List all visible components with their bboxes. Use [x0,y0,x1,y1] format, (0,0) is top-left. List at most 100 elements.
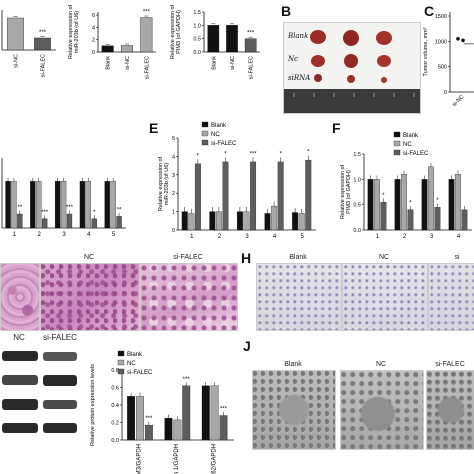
y-tick-label: 1.5 [353,152,361,158]
bar [209,211,216,231]
significance-label: *** [143,10,151,16]
significance-label: * [409,200,412,206]
y-axis-label: miR-203b (of U6) [74,11,80,53]
bar [116,216,122,229]
x-tick-label: Blank [106,56,112,70]
bar [434,207,441,231]
y-tick-label: 1500 [435,14,447,20]
x-tick-label: si-FALEC [144,56,150,79]
bar [298,213,305,231]
chart-top-left: si-NC *** si-FALEC [1,10,56,77]
bar [110,181,116,229]
bar [428,166,434,231]
x-tick-label: PIM3/GAPDH [137,444,143,474]
significance-label: * [224,151,227,157]
y-tick-label: 0 [172,228,175,234]
bar [207,25,220,53]
bar [243,211,250,231]
bar [374,179,380,231]
x-tick-label: 3 [245,234,249,240]
chart-pim3-top: 0.0 0.5 1.0 1.5 Relative expression of PIM3 (… [170,4,260,79]
x-tick-label: Blank [211,56,217,70]
legend-swatch [393,131,401,138]
significance-label: * [279,151,282,157]
histo-g-title-nc: NC [83,254,95,261]
legend-swatch [393,149,401,156]
bar [194,163,201,231]
em-nc [340,370,424,450]
bar [222,161,229,231]
histo-h-nc [342,263,428,331]
tumor-label-nc: Nc [288,55,299,63]
data-point [461,38,465,43]
histo-g-nc [40,263,140,331]
y-axis-label: miR-203b (of U6) [164,163,170,205]
bar [188,213,195,231]
x-tick-label: si-NC [230,56,236,70]
x-tick-label: 2 [38,232,42,238]
em-title-sifalec: si-FALEC [435,361,465,368]
bar [236,211,243,231]
histo-g-1 [0,263,40,331]
significance-label: *** [250,151,258,157]
panel-label-f: F [332,120,341,136]
em-blank [252,370,336,450]
significance-label: ** [17,205,22,211]
significance-label: *** [39,30,47,36]
bar [85,181,92,229]
bar [421,179,428,231]
blot-title-sifalec: si-FALEC [43,333,77,342]
bar [401,174,407,231]
y-tick-label: 0.0 [111,438,119,444]
chart-panel-i: 0.0 0.2 0.4 0.6 0.8 Relative protein expressi… [90,350,234,474]
bar [136,396,144,441]
significance-label: *** [66,205,74,211]
bar [264,213,271,231]
bar [7,17,24,51]
significance-label: ** [117,207,122,213]
legend-swatch [201,139,209,146]
x-tick-label: 4 [273,234,277,240]
bar [292,212,299,231]
bar [127,396,136,441]
bar [140,17,153,53]
significance-label: * [382,193,385,199]
bar [36,181,42,229]
bar [407,209,414,231]
histo-g-sifalec [140,263,238,331]
bar [461,209,468,231]
significance-label: * [307,150,310,156]
x-tick-label: 5 [301,234,305,240]
bar [244,38,257,53]
bar [210,385,219,441]
bar [30,181,36,229]
bar [250,161,257,231]
x-tick-label: 4 [457,234,461,240]
y-tick-label: 0.6 [111,386,119,392]
bar [144,424,153,441]
significance-label: *** [41,210,49,216]
bar [448,179,455,231]
bar [42,218,48,229]
y-tick-label: 1.5 [193,10,201,16]
chart-panel-f: 0.0 0.5 1.0 1.5 Relative expression of PIM3 (… [340,131,472,240]
em-title-nc: NC [375,361,387,368]
y-tick-label: 5 [172,136,175,142]
histo-h-blank [256,263,342,331]
bar [104,181,110,229]
y-tick-label: 4 [92,25,95,31]
y-tick-label: 0.4 [111,403,119,409]
chart-mir203b-top: 0 2 4 6 Relative expression of miR-203b (of U… [68,4,156,79]
legend-label: NC [127,361,136,367]
legend-swatch [117,350,125,357]
x-tick-label: 2 [403,234,407,240]
bar [66,213,73,229]
y-tick-label: 3 [172,173,175,179]
bar [271,205,278,231]
tumor-label-sirna: siRNA [288,74,311,82]
em-title-blank: Blank [284,361,302,368]
bar [121,45,134,53]
bar [226,25,238,53]
y-tick-label: 4 [172,154,175,160]
legend-label: si-FALEC [403,151,429,157]
